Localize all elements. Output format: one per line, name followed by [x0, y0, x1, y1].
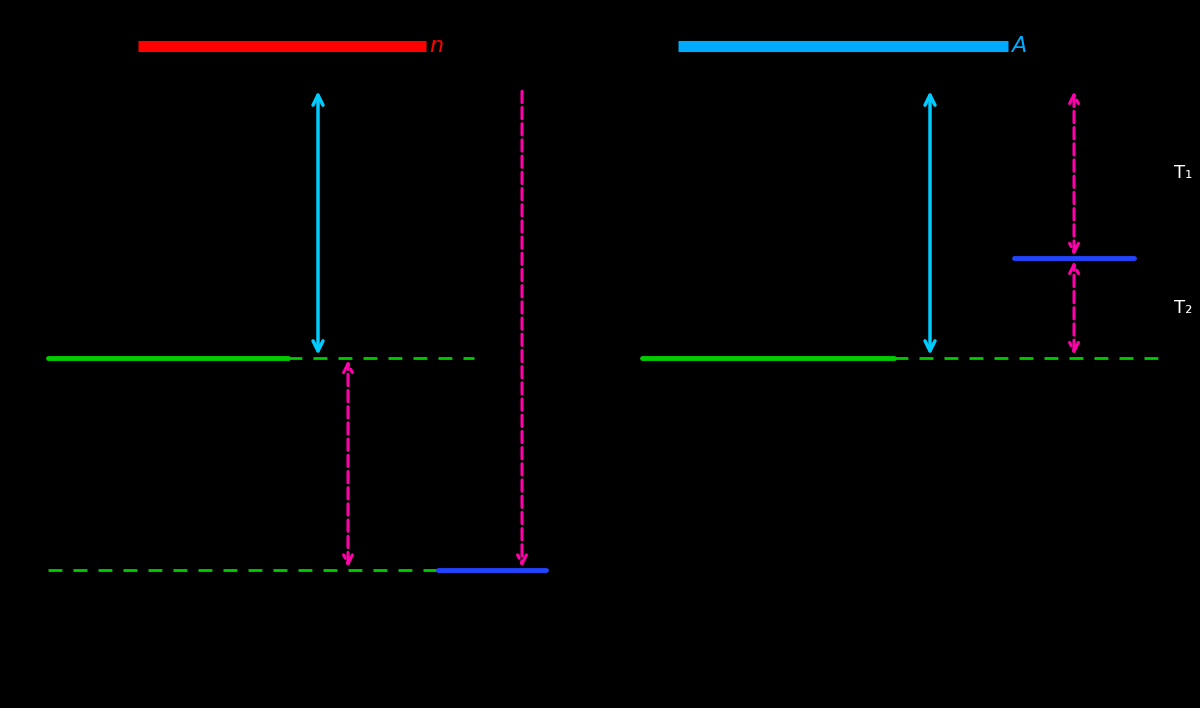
- Text: T₁: T₁: [1174, 164, 1192, 183]
- Text: n: n: [430, 36, 444, 56]
- Text: T₂: T₂: [1174, 299, 1192, 317]
- Text: A: A: [1012, 36, 1027, 56]
